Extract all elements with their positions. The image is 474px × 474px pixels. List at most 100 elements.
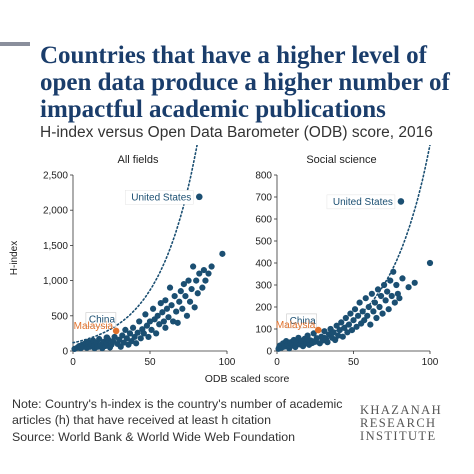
panel2-data-point	[381, 281, 388, 289]
panel2-y-tick-label: 0	[266, 347, 272, 358]
panel2-data-point	[377, 292, 385, 300]
panel2-data-point	[376, 303, 383, 311]
panel1-labeled-point-china	[103, 334, 111, 341]
chart-title: Countries that have a higher level of op…	[40, 42, 450, 123]
panel2-data-point	[362, 295, 369, 302]
panel1-y-axis-label: H-index	[9, 241, 20, 275]
panel2-y-tick-label: 400	[255, 259, 272, 270]
panel1-point-label: Malaysia	[74, 321, 114, 332]
panel2-data-point	[387, 277, 394, 284]
panel1-data-point	[163, 305, 171, 312]
panel1-label-box	[125, 190, 194, 205]
panel2-data-point	[354, 312, 362, 319]
panel1-data-point	[136, 318, 143, 325]
panel2-data-point	[336, 327, 343, 334]
panel2-x-tick-label: 0	[274, 357, 280, 368]
panel1-data-point	[122, 326, 129, 333]
panel1-data-point	[160, 318, 167, 325]
panel2-y-tick-label: 300	[255, 281, 272, 292]
panel2-y-tick-label: 700	[255, 193, 272, 204]
panel2-data-point	[324, 339, 331, 346]
panel1-data-point	[176, 298, 183, 305]
panel1-data-point	[180, 281, 187, 288]
panel2-data-point	[373, 314, 380, 322]
panel2-data-point	[321, 328, 328, 335]
panel2-data-point	[388, 292, 395, 300]
panel1-data-point	[194, 290, 201, 297]
panel1-y-tick-label: 1,500	[43, 241, 68, 252]
panel2-data-point	[338, 319, 345, 326]
panel1-data-point	[142, 311, 149, 318]
panel1-data-point	[126, 330, 134, 337]
panel2-y-tick-label: 200	[255, 303, 272, 314]
panel2-data-point	[374, 286, 382, 293]
panel2-data-point	[385, 306, 392, 313]
panel2-data-point	[341, 324, 348, 331]
panel2-data-point	[370, 308, 377, 315]
panel2-data-point	[353, 323, 360, 330]
panel2-data-point	[350, 317, 357, 324]
panel2-data-point	[345, 321, 353, 328]
panel1-data-point	[173, 308, 180, 315]
panel1-data-point	[111, 333, 118, 341]
panel2-data-point	[351, 306, 359, 313]
panel2-label-box	[326, 194, 396, 210]
panel2-data-point	[396, 295, 403, 302]
panel1-label-box	[85, 312, 117, 327]
panel1-data-point	[191, 304, 198, 311]
panel2-data-point	[364, 312, 371, 319]
panel1-data-point	[174, 319, 181, 326]
panel1-x-tick-label: 0	[70, 357, 76, 368]
panel1-x-tick-label: 100	[219, 357, 236, 368]
panel2-data-point	[342, 314, 349, 322]
panel1-data-point	[137, 335, 144, 342]
panel1-data-point	[190, 263, 197, 270]
panel1-data-point	[96, 335, 103, 343]
panel2-data-point	[382, 297, 389, 304]
x-axis-label: ODB scaled score	[205, 373, 290, 385]
panel2-data-point	[333, 322, 340, 329]
panel1-data-point	[146, 318, 154, 325]
panel2-data-point	[411, 279, 418, 286]
panel1-data-point	[165, 314, 172, 321]
panel2-data-point	[330, 329, 337, 336]
panel1-data-point	[188, 285, 195, 293]
panel1-data-point	[157, 300, 164, 307]
panel1-y-tick-label: 2,500	[43, 171, 68, 182]
panel1-data-point	[185, 277, 192, 284]
panel2-labeled-point-china	[304, 335, 311, 343]
panel1-data-point	[154, 312, 161, 319]
panel1-trend-line	[72, 145, 198, 344]
panel1-data-point	[200, 266, 207, 274]
panel1-data-point	[148, 326, 155, 333]
panel2-data-point	[365, 303, 372, 311]
panel2-data-point	[393, 281, 400, 289]
panel1-labeled-point-malaysia	[112, 327, 120, 335]
panel2-data-point	[390, 268, 397, 275]
panel1-x-tick-label: 50	[144, 357, 156, 368]
panel1-point-label: China	[89, 315, 116, 326]
khazanah-logo: KHAZANAH RESEARCH INSTITUTE	[360, 404, 470, 443]
panel2-y-tick-label: 800	[255, 171, 272, 182]
panel1-data-point	[145, 333, 152, 341]
panel1-data-point	[149, 305, 157, 312]
panel1-data-point	[208, 263, 215, 270]
panel2-data-point	[361, 317, 368, 324]
panel1-y-tick-label: 2,000	[43, 206, 68, 217]
panel2-data-point	[359, 308, 366, 315]
source-note: Source: World Bank & World Wide Web Foun…	[12, 430, 296, 444]
panel2-data-point	[339, 333, 346, 340]
logo-line-2: RESEARCH	[360, 416, 437, 430]
panel1-data-point	[199, 284, 206, 291]
panel2-x-tick-label: 100	[422, 357, 439, 368]
panel1-data-point	[153, 330, 160, 337]
logo-line-1: KHAZANAH	[360, 403, 443, 417]
panel2-data-point	[356, 299, 363, 306]
panel2-point-label: Malaysia	[276, 320, 316, 331]
panel1-data-point	[196, 270, 203, 277]
panel1-data-point	[134, 329, 141, 336]
panel2-data-point	[426, 259, 434, 267]
panel1-data-point	[182, 292, 189, 300]
panel2-data-point	[332, 336, 339, 344]
